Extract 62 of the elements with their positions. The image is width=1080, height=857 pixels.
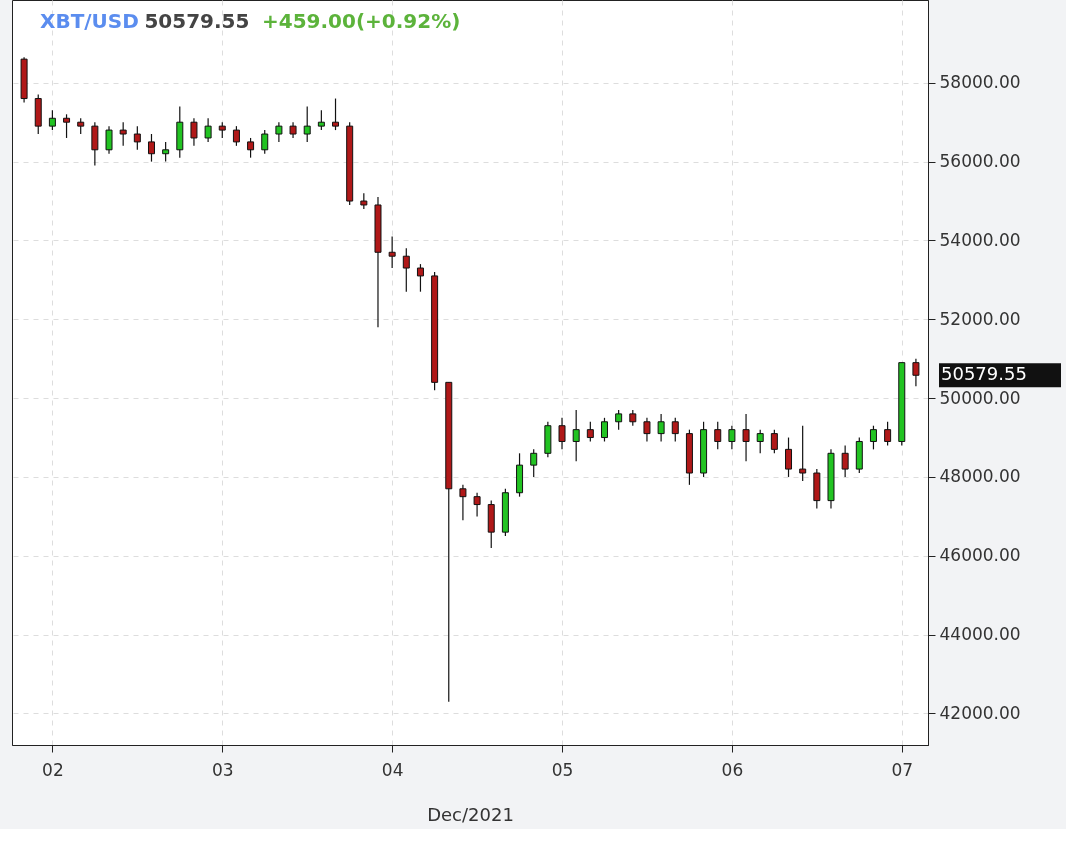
candlestick bbox=[756, 429, 764, 454]
candlestick bbox=[63, 113, 71, 139]
candlestick bbox=[558, 417, 566, 450]
candlestick bbox=[473, 492, 481, 517]
candlestick bbox=[530, 448, 538, 478]
candlestick bbox=[714, 421, 722, 450]
candlestick bbox=[884, 421, 892, 447]
text: 50579.55 bbox=[941, 363, 1027, 385]
x-tick-label: 06 bbox=[721, 759, 744, 780]
candlestick bbox=[728, 425, 736, 450]
candlestick bbox=[416, 263, 424, 293]
text: XBT/USD bbox=[40, 9, 139, 33]
candlestick bbox=[303, 105, 311, 143]
candlestick bbox=[332, 97, 340, 131]
y-tick-label: 58000.00 bbox=[939, 72, 1021, 93]
y-tick-label: 48000.00 bbox=[939, 466, 1021, 487]
y-tick-label: 44000.00 bbox=[939, 624, 1021, 645]
candlestick bbox=[459, 484, 467, 521]
candlestick bbox=[785, 436, 793, 478]
candlestick bbox=[615, 409, 623, 431]
y-tick-label: 56000.00 bbox=[939, 151, 1021, 172]
y-tick-label: 46000.00 bbox=[939, 545, 1021, 566]
annotation: +459.00(+0.92%) bbox=[262, 9, 461, 33]
candlestick bbox=[190, 117, 198, 147]
x-tick-label: 04 bbox=[381, 759, 404, 780]
candlestick bbox=[742, 413, 750, 462]
candlestick bbox=[912, 358, 920, 387]
candlestick bbox=[91, 121, 99, 167]
candlestick bbox=[48, 109, 56, 131]
candlestick bbox=[105, 125, 113, 155]
x-tick-label: 05 bbox=[551, 759, 574, 780]
candlestick bbox=[261, 129, 269, 155]
candlestick bbox=[799, 425, 807, 482]
x-axis-title: Dec/2021 bbox=[427, 803, 514, 825]
candlestick bbox=[841, 444, 849, 478]
candlestick bbox=[162, 141, 170, 163]
y-tick-label: 42000.00 bbox=[939, 702, 1021, 723]
candlestick bbox=[600, 417, 608, 443]
candlestick bbox=[657, 413, 665, 443]
candlestick bbox=[147, 133, 155, 163]
candlestick bbox=[119, 121, 127, 147]
x-tick-label: 03 bbox=[211, 759, 234, 780]
y-tick-label: 54000.00 bbox=[939, 229, 1021, 250]
candlestick bbox=[388, 235, 396, 269]
x-tick-label: 02 bbox=[42, 759, 64, 780]
candlestick bbox=[402, 247, 410, 293]
candlestick bbox=[317, 109, 325, 131]
candlestick bbox=[247, 137, 255, 159]
candlestick bbox=[232, 125, 240, 147]
candlestick bbox=[643, 417, 651, 443]
candlestick bbox=[770, 429, 778, 454]
candlestick bbox=[572, 409, 580, 462]
candlestick bbox=[275, 121, 283, 143]
candlestick bbox=[586, 421, 594, 443]
candlestick bbox=[133, 125, 141, 151]
candlestick bbox=[671, 417, 679, 443]
annotation: 50579.55 bbox=[144, 9, 250, 33]
x-tick-label: 07 bbox=[891, 759, 914, 780]
y-tick-label: 52000.00 bbox=[939, 308, 1021, 329]
y-tick-label: 50000.00 bbox=[939, 387, 1021, 408]
candlestick bbox=[204, 117, 212, 143]
candlestick bbox=[869, 425, 877, 450]
